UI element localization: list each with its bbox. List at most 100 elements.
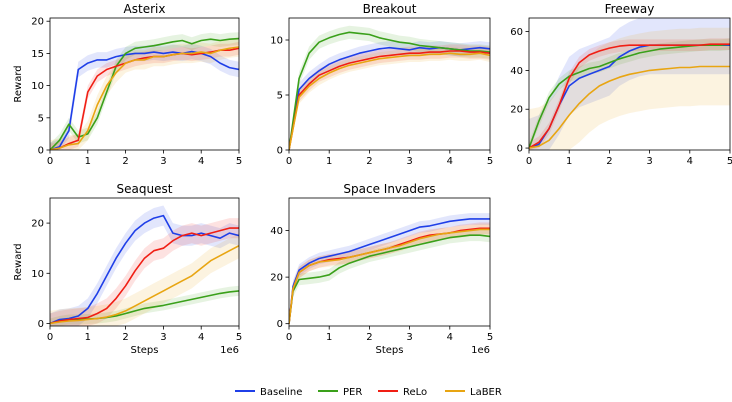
asterix-xtick-label: 0 [47,156,53,167]
space-invaders-band-laber [289,223,490,326]
breakout-ytick-label: 5 [277,91,283,102]
breakout-band-per [289,25,490,150]
asterix-ytick-label: 15 [31,49,44,60]
seaquest-title: Seaquest [117,182,173,196]
space-invaders-ytick-label: 40 [270,226,283,237]
seaquest-xtick-label: 3 [160,332,166,343]
space-invaders-xtick-label: 5 [487,332,493,343]
breakout-xtick-label: 0 [286,156,292,167]
seaquest-band-laber [50,233,239,326]
seaquest-y-axis-label: Reward [13,243,24,280]
asterix-ytick-label: 0 [38,146,44,157]
asterix-chart: 0 1 2 3 4 5 0 5 10 15 20 Asterix Reward [13,2,242,167]
asterix-line-per [50,37,239,150]
seaquest-xtick-label: 0 [47,332,53,343]
asterix-xtick-label: 2 [122,156,128,167]
asterix-ytick-label: 20 [31,17,44,28]
space-invaders-band-baseline [289,213,490,326]
breakout-band-relo [289,44,490,150]
asterix-xtick-label: 1 [85,156,91,167]
breakout-chart: 0 1 2 3 4 5 0 5 10 Breakout [270,2,493,167]
seaquest-chart: 0 1 2 3 4 5 0 10 20 Seaquest Steps Reward 1e6 [13,182,242,356]
asterix-ytick-label: 10 [31,81,44,92]
space-invaders-x-axis-label: Steps [376,345,404,356]
freeway-line-laber [529,65,730,149]
legend-label-per: PER [343,387,362,398]
freeway-frame [528,17,731,151]
space-invaders-line-laber [289,228,490,324]
seaquest-line-baseline [50,214,239,325]
space-invaders-xtick-label: 1 [326,332,332,343]
breakout-line-per [289,31,490,150]
freeway-xtick-label: 3 [646,156,652,167]
space-invaders-band-relo [289,222,490,326]
freeway-band-baseline [529,18,730,150]
seaquest-line-relo [50,227,239,325]
asterix-line-laber [50,46,239,150]
seaquest-band-relo [50,218,239,326]
space-invaders-frame [288,197,491,327]
seaquest-xtick-label: 4 [198,332,204,343]
freeway-xtick-label: 5 [727,156,732,167]
freeway-ytick-label: 40 [510,66,523,77]
asterix-xtick-label: 4 [198,156,204,167]
seaquest-line-laber [50,244,239,325]
freeway-band-relo [529,38,730,150]
freeway-xtick-label: 1 [566,156,572,167]
breakout-xtick-label: 4 [447,156,453,167]
breakout-title: Breakout [363,2,417,16]
seaquest-frame [49,197,240,327]
space-invaders-ytick-label: 20 [270,273,283,284]
freeway-ytick-label: 20 [510,105,523,116]
freeway-chart: 0 1 2 3 4 5 0 20 40 60 Freeway [510,2,732,167]
space-invaders-xtick-label: 2 [366,332,372,343]
freeway-band-per [529,38,730,150]
seaquest-xtick-label: 5 [236,332,242,343]
space-invaders-xtick-label: 0 [286,332,292,343]
breakout-xtick-label: 3 [406,156,412,167]
breakout-xtick-label: 5 [487,156,493,167]
space-invaders-ytick-label: 0 [277,319,283,330]
asterix-y-axis-label: Reward [13,65,24,102]
breakout-line-relo [289,50,490,150]
freeway-line-relo [529,43,730,149]
breakout-xtick-label: 1 [326,156,332,167]
space-invaders-line-baseline [289,218,490,324]
freeway-xtick-label: 0 [526,156,532,167]
asterix-plot-area [50,32,239,150]
seaquest-x-multiplier: 1e6 [220,345,239,356]
seaquest-x-axis-label: Steps [131,345,159,356]
space-invaders-xtick-label: 3 [406,332,412,343]
asterix-line-baseline [50,50,239,150]
breakout-xtick-label: 2 [366,156,372,167]
legend-label-relo: ReLo [403,387,427,398]
freeway-ytick-label: 60 [510,27,523,38]
freeway-title: Freeway [605,2,655,16]
breakout-band-laber [289,46,490,150]
asterix-xtick-label: 3 [160,156,166,167]
seaquest-plot-area [50,205,239,326]
legend-entry-per: PER [318,387,362,398]
freeway-band-laber [529,27,730,150]
legend-label-laber: LaBER [470,387,502,398]
freeway-xtick-label: 2 [606,156,612,167]
space-invaders-x-multiplier: 1e6 [471,345,490,356]
breakout-ytick-label: 10 [270,36,283,47]
seaquest-line-per [50,290,239,325]
asterix-ytick-label: 5 [38,113,44,124]
freeway-plot-area [529,18,730,150]
asterix-frame [49,17,240,151]
space-invaders-title: Space Invaders [343,182,435,196]
space-invaders-line-per [289,234,490,324]
space-invaders-chart: 0 1 2 3 4 5 0 20 40 Space Invaders Steps 1e6 [270,182,493,356]
breakout-frame [288,17,491,151]
legend-label-baseline: Baseline [260,387,302,398]
asterix-band-per [50,32,239,150]
asterix-xtick-label: 5 [236,156,242,167]
legend-entry-relo: ReLo [378,387,427,398]
breakout-line-laber [289,52,490,150]
asterix-title: Asterix [124,2,166,16]
legend-entry-laber: LaBER [445,387,502,398]
